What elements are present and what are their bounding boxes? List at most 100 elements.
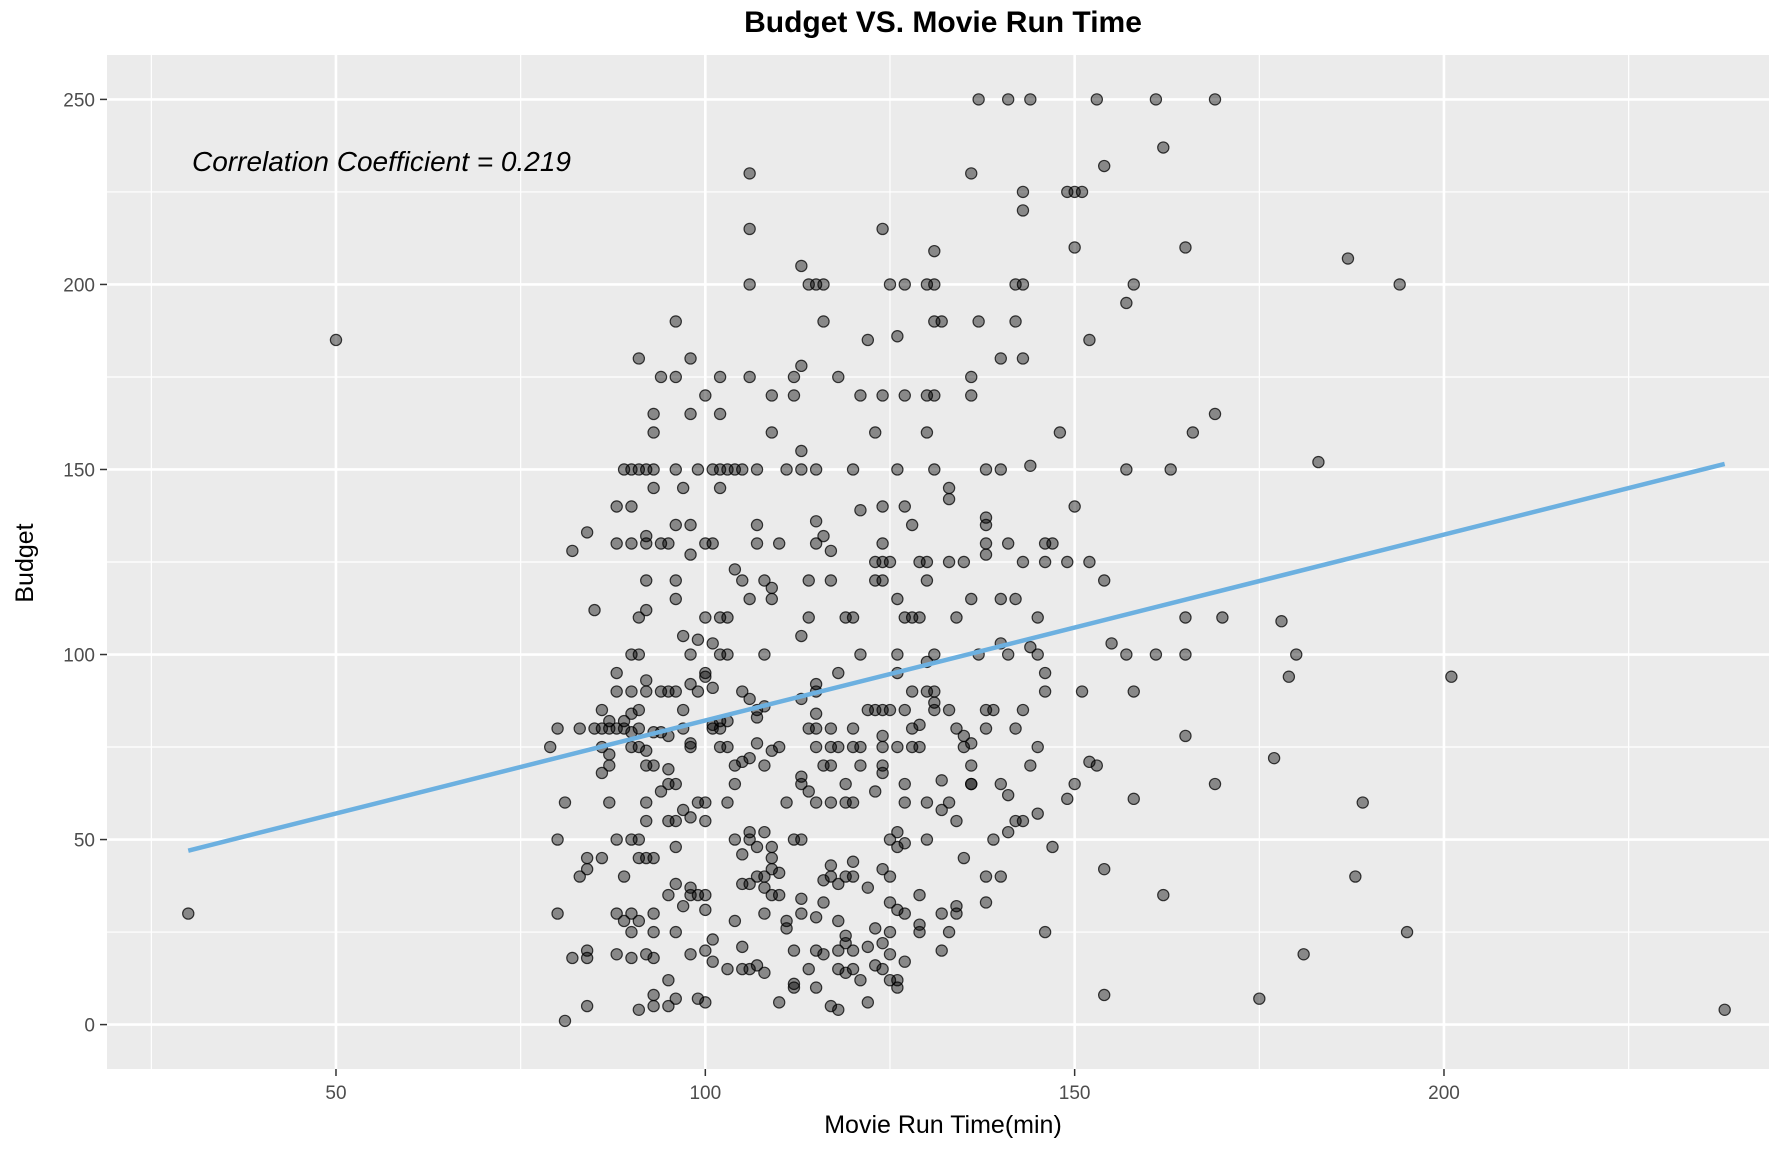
data-point (699, 996, 712, 1009)
data-point (1075, 685, 1089, 698)
x-tick-label: 50 (325, 1083, 346, 1104)
data-point (580, 851, 594, 865)
data-point (957, 851, 971, 865)
data-point (706, 933, 719, 946)
data-point (965, 759, 978, 772)
data-point (913, 925, 926, 939)
data-point (662, 537, 675, 550)
data-point (928, 648, 941, 661)
major-gridlines (107, 55, 1769, 1069)
data-point (935, 944, 948, 957)
data-point (758, 759, 771, 772)
data-point (632, 611, 646, 624)
data-point (824, 870, 838, 883)
data-point (809, 981, 823, 994)
data-point (839, 777, 852, 791)
data-point (772, 866, 786, 880)
x-tick-label: 100 (689, 1083, 721, 1104)
data-point (558, 796, 572, 809)
data-point (780, 922, 793, 935)
data-point (1120, 463, 1133, 476)
data-point (802, 962, 815, 976)
data-point (610, 666, 623, 680)
data-point (706, 537, 719, 550)
data-point (965, 370, 978, 384)
data-point (965, 592, 978, 606)
data-point (1253, 992, 1266, 1005)
data-point (1216, 611, 1229, 624)
data-point (1120, 648, 1133, 661)
data-point (736, 848, 749, 861)
data-point (979, 537, 993, 550)
data-point (632, 740, 646, 754)
data-point (1031, 740, 1044, 754)
y-axis-ticks: 0 50 100 150 200 250 (63, 90, 107, 1037)
data-point (913, 888, 926, 902)
data-point (817, 529, 830, 543)
data-point (839, 936, 852, 950)
data-point (743, 167, 756, 180)
data-point (765, 840, 779, 854)
data-point (876, 574, 889, 587)
data-point (699, 666, 712, 680)
data-point (669, 592, 682, 606)
data-point (750, 737, 764, 750)
data-point (736, 685, 749, 698)
data-point (640, 537, 653, 550)
data-point (942, 492, 956, 506)
data-point (876, 389, 889, 402)
data-point (1179, 648, 1192, 661)
data-point (610, 537, 623, 550)
data-point (640, 685, 653, 698)
data-point (1083, 555, 1096, 569)
data-point (979, 463, 993, 476)
data-point (1024, 93, 1037, 106)
data-point (809, 740, 823, 754)
data-point (713, 722, 727, 735)
data-point (647, 951, 660, 965)
data-point (876, 766, 889, 780)
data-point (669, 685, 682, 698)
data-point (928, 389, 941, 402)
data-point (1090, 759, 1104, 772)
data-point (1038, 555, 1052, 569)
data-point (957, 555, 971, 569)
data-point (1016, 204, 1030, 217)
data-point (780, 796, 793, 809)
data-point (905, 518, 919, 532)
data-point (699, 944, 712, 957)
data-point (795, 833, 808, 846)
data-point (669, 992, 682, 1005)
data-point (1024, 640, 1037, 654)
data-point (1097, 862, 1111, 876)
data-point (824, 759, 838, 772)
data-point (1016, 278, 1030, 291)
data-point (928, 685, 941, 698)
data-point (1016, 703, 1030, 717)
data-point (640, 674, 653, 687)
data-point (1127, 685, 1140, 698)
data-point (1445, 670, 1458, 683)
data-point (802, 785, 815, 798)
data-point (965, 777, 978, 791)
data-point (1282, 670, 1296, 683)
data-point (1267, 751, 1281, 765)
data-point (1016, 555, 1030, 569)
data-point (721, 796, 734, 809)
data-point (979, 548, 993, 561)
y-axis-title: Budget (11, 523, 39, 602)
data-point (765, 389, 779, 402)
data-point (1290, 648, 1303, 661)
data-point (1038, 685, 1052, 698)
data-point (758, 825, 771, 839)
data-point (743, 692, 756, 706)
data-point (632, 648, 646, 661)
data-point (920, 796, 934, 809)
trend-line (187, 461, 1726, 853)
data-point (743, 222, 756, 236)
data-point (736, 755, 749, 769)
data-point (994, 592, 1007, 606)
data-point (950, 814, 963, 828)
data-point (691, 633, 705, 646)
data-point (876, 936, 889, 950)
